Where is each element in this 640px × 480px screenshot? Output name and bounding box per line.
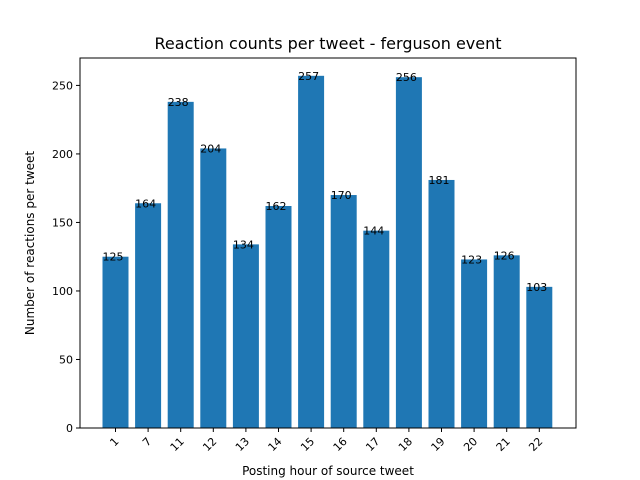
bar-15 xyxy=(298,75,325,428)
y-tick-label: 50 xyxy=(59,353,73,366)
bars xyxy=(102,75,553,429)
data-label-20: 123 xyxy=(461,253,482,266)
y-tick-label: 250 xyxy=(52,79,73,92)
x-tick-label: 16 xyxy=(331,435,350,454)
bar-21 xyxy=(493,255,520,428)
x-tick-label: 11 xyxy=(168,435,187,454)
data-label-19: 181 xyxy=(429,174,450,187)
y-tick-label: 100 xyxy=(52,285,73,298)
data-label-7: 164 xyxy=(135,197,156,210)
x-tick-label: 22 xyxy=(526,435,545,454)
x-axis: 1 7 11 12 13 14 15 16 17 18 19 20 21 22 xyxy=(107,428,545,454)
data-label-13: 134 xyxy=(233,238,254,251)
bar-19 xyxy=(428,179,455,428)
x-axis-label: Posting hour of source tweet xyxy=(242,464,414,478)
plot-frame xyxy=(79,57,577,429)
x-tick-label: 18 xyxy=(396,435,415,454)
x-tick-label: 7 xyxy=(140,435,154,449)
data-labels: 125 164 238 204 134 162 257 170 144 256 181 123 126 1… xyxy=(103,70,548,294)
bar-22 xyxy=(526,286,553,428)
data-label-16: 170 xyxy=(331,189,352,202)
x-tick-label: 12 xyxy=(200,435,219,454)
data-label-22: 103 xyxy=(526,281,547,294)
data-label-1: 125 xyxy=(103,251,124,264)
data-label-14: 162 xyxy=(266,200,287,213)
bar-11 xyxy=(167,101,194,428)
data-label-17: 144 xyxy=(363,225,384,238)
x-tick-label: 1 xyxy=(107,435,121,449)
x-tick-label: 21 xyxy=(494,435,513,454)
bar-13 xyxy=(232,244,259,428)
chart-title: Reaction counts per tweet - ferguson eve… xyxy=(154,34,501,53)
y-tick-label: 200 xyxy=(52,148,73,161)
data-label-11: 238 xyxy=(168,96,189,109)
data-label-21: 126 xyxy=(494,249,515,262)
y-tick-label: 150 xyxy=(52,216,73,229)
data-label-18: 256 xyxy=(396,71,417,84)
data-label-15: 257 xyxy=(298,70,319,83)
y-axis: 0 50 100 150 200 250 xyxy=(52,79,80,435)
x-tick-label: 15 xyxy=(298,435,317,454)
x-tick-label: 20 xyxy=(461,435,480,454)
bar-7 xyxy=(135,203,162,428)
x-tick-label: 13 xyxy=(233,435,252,454)
x-tick-label: 19 xyxy=(429,435,448,454)
bar-20 xyxy=(461,259,488,428)
y-axis-label: Number of reactions per tweet xyxy=(23,151,37,335)
bar-17 xyxy=(363,230,390,428)
bar-12 xyxy=(200,148,227,428)
x-tick-label: 14 xyxy=(266,435,285,454)
data-label-12: 204 xyxy=(200,142,221,155)
bar-1 xyxy=(102,256,129,428)
bar-18 xyxy=(395,77,422,429)
bar-14 xyxy=(265,206,292,428)
x-tick-label: 17 xyxy=(363,435,382,454)
bar-16 xyxy=(330,195,357,428)
y-tick-label: 0 xyxy=(66,422,73,435)
